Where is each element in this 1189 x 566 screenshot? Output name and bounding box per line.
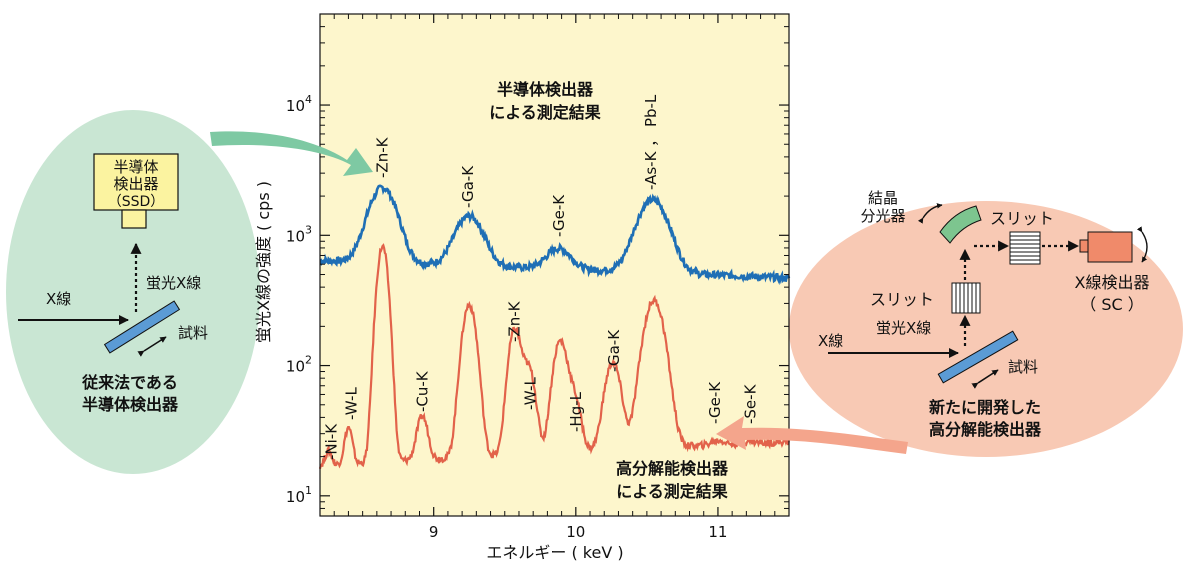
sample-plate-left	[103, 300, 181, 354]
plot-frame	[319, 13, 790, 517]
right-callout-arrow	[716, 416, 908, 454]
y-tick-label: 104	[286, 93, 312, 115]
high-resolution-spectrum-line	[318, 243, 791, 470]
lower-peak-label: -W-L	[521, 377, 539, 410]
lower-peak-label: -W-L	[342, 387, 360, 420]
upper-peak-label: -Ge-K	[550, 194, 568, 237]
xray-label-right: X線	[818, 332, 843, 350]
ssd-label-2: 検出器	[113, 175, 158, 193]
slit-mid	[951, 282, 981, 314]
y-tick-label: 101	[286, 484, 312, 506]
left-panel-ellipse	[6, 110, 260, 474]
sc-detector-label-1: X線検出器	[1075, 273, 1150, 292]
upper-peak-label: -Zn-K	[374, 136, 392, 178]
sample-rotate-arrow-right	[971, 369, 999, 389]
lower-peak-label: -Cu-K	[413, 370, 431, 412]
lower-peak-label: -Zn-K	[506, 300, 524, 342]
x-tick-label: 9	[429, 523, 439, 541]
x-axis-label: エネルギー ( keV )	[486, 543, 623, 562]
y-tick-label: 102	[286, 354, 312, 376]
crystal-analyzer	[939, 205, 982, 244]
sc-detector-window	[1079, 239, 1089, 253]
crystal-rotate-arrow	[917, 203, 943, 224]
crystal-label-1: 結晶	[868, 189, 898, 207]
sample-label-left: 試料	[178, 324, 208, 342]
left-caption-1: 従来法である	[81, 373, 178, 392]
lower-peak-label: -Ga-K	[605, 329, 623, 372]
fluor-label-right: 蛍光X線	[876, 319, 931, 337]
right-caption-2: 高分解能検出器	[929, 420, 1042, 439]
lower-peak-label: -Se-K	[742, 383, 760, 424]
sc-rotate-arrow	[1136, 226, 1148, 263]
x-tick-label: 11	[708, 523, 727, 541]
xray-label-left: X線	[46, 290, 71, 308]
y-tick-label: 103	[286, 223, 312, 245]
left-panel: 半導体 検出器 （SSD） 蛍光X線 X線 試料 従来法である 半導体検出器	[6, 110, 260, 474]
chart: 9 10 11 101 102 103 104 -Zn-K -Ga-K -Ge-K -As-K ，…	[254, 13, 791, 562]
left-callout-arrow	[210, 131, 373, 176]
right-caption-1: 新たに開発した	[929, 398, 1041, 417]
upper-peak-label: -Ga-K	[459, 165, 477, 208]
slit-top-label: スリット	[990, 209, 1054, 228]
lower-peak-label: -Ni-K	[322, 423, 340, 460]
ssd-detector-stem	[121, 209, 147, 229]
ssd-label-3: （SSD）	[108, 194, 165, 210]
ssd-spectrum-line	[319, 184, 791, 286]
lower-series-annotation-1: 高分解能検出器	[616, 459, 729, 478]
lower-series-annotation-2: による測定結果	[616, 482, 728, 501]
right-panel-ellipse	[789, 201, 1183, 457]
y-axis-label: 蛍光X線の強度 ( cps )	[254, 181, 273, 343]
slit-top-lines	[1010, 235, 1040, 261]
sample-plate-right	[937, 330, 1019, 384]
left-caption-2: 半導体検出器	[82, 395, 179, 414]
sc-detector-body	[1087, 231, 1133, 263]
ssd-label-1: 半導体	[113, 158, 158, 176]
crystal-label-2: 分光器	[860, 207, 905, 225]
upper-series-annotation-1: 半導体検出器	[497, 80, 594, 99]
sample-label-right: 試料	[1008, 358, 1038, 376]
upper-peak-label: -As-K ， Pb-L	[642, 94, 660, 190]
plot-area	[320, 14, 789, 516]
slit-mid-lines	[955, 283, 977, 313]
lower-peak-label: -Ge-K	[706, 381, 724, 424]
lower-peak-label: -Hg-L	[567, 391, 585, 432]
x-tick-label: 10	[566, 523, 585, 541]
sample-rotate-arrow-left	[137, 336, 167, 357]
fluor-label-left: 蛍光X線	[146, 274, 201, 292]
sc-detector-label-2: （ SC ）	[1080, 295, 1144, 314]
slit-mid-label: スリット	[870, 290, 934, 309]
right-panel: 結晶 分光器 スリット X線検出器 （ SC ） スリット 蛍光X線 X線	[789, 189, 1183, 457]
upper-series-annotation-2: による測定結果	[489, 103, 601, 122]
ssd-detector-box	[93, 153, 179, 211]
